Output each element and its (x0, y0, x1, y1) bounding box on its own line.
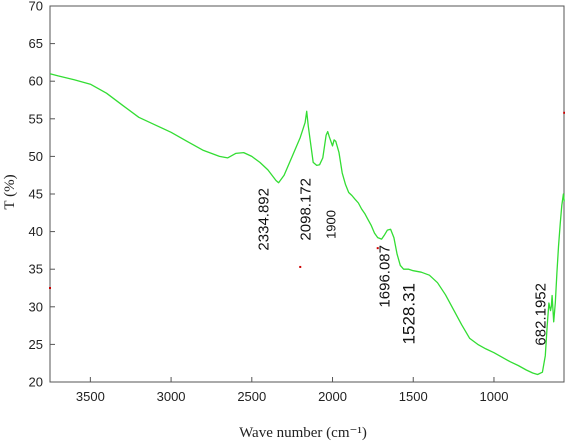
peak-label: 1528.31 (400, 283, 419, 344)
x-tick-label: 2500 (237, 389, 266, 404)
stray-marker (376, 247, 379, 250)
y-tick-label: 25 (29, 337, 43, 352)
stray-marker (299, 265, 302, 268)
peak-label: 2334.892 (255, 188, 272, 251)
y-tick-label: 40 (29, 224, 43, 239)
peak-annotations: 2334.892 2098.172 1900 1696.087 1528.31 682.1… (255, 178, 549, 346)
y-tick-label: 70 (29, 0, 43, 14)
y-tick-label: 65 (29, 36, 43, 51)
spectrum-line (49, 73, 565, 376)
x-tick-label: 1500 (399, 389, 428, 404)
x-tick-label: 2000 (318, 389, 347, 404)
y-tick-label: 50 (29, 149, 43, 164)
y-tick-label: 60 (29, 74, 43, 89)
stray-markers (49, 111, 565, 289)
x-tick-label: 1000 (480, 389, 509, 404)
stray-marker (563, 111, 565, 114)
y-axis-title: T (%) (2, 174, 18, 209)
y-tick-label: 55 (29, 111, 43, 126)
peak-label: 1696.087 (377, 245, 394, 308)
y-tick-label: 45 (29, 187, 43, 202)
peak-label: 1900 (324, 210, 339, 239)
stray-marker (49, 287, 51, 289)
y-axis-ticks: 20 25 30 35 40 45 50 55 60 65 70 (29, 0, 55, 390)
x-axis-title: Wave number (cm⁻¹) (239, 425, 367, 441)
peak-label: 682.1952 (532, 283, 549, 346)
x-tick-label: 3500 (76, 389, 105, 404)
y-tick-label: 30 (29, 299, 43, 314)
x-tick-label: 3000 (157, 389, 186, 404)
x-axis-ticks: 3500 3000 2500 2000 1500 1000 (76, 377, 509, 404)
y-tick-label: 20 (29, 375, 43, 390)
peak-label: 2098.172 (298, 178, 315, 241)
y-tick-label: 35 (29, 262, 43, 277)
